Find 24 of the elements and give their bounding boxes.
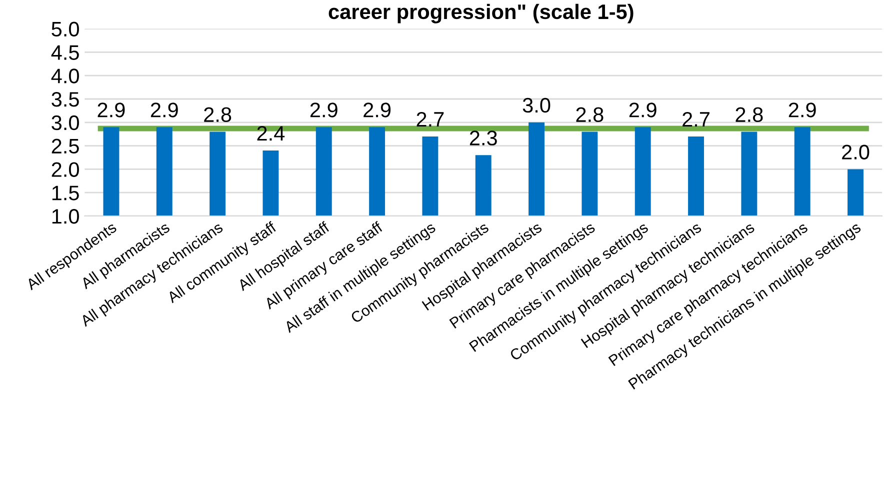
data-label: 3.0 [522, 98, 550, 113]
data-label: 2.9 [98, 102, 125, 118]
data-label: 2.9 [364, 102, 391, 118]
y-tick-label: 2.0 [52, 162, 79, 177]
y-tick-label: 1.0 [52, 209, 79, 224]
data-label: 2.9 [310, 102, 338, 118]
chart-title: career progression" (scale 1-5) [328, 4, 634, 24]
y-tick-label: 5.0 [52, 22, 79, 37]
y-tick-label: 1.5 [52, 186, 79, 200]
data-label: 2.9 [788, 102, 816, 118]
data-label: 2.8 [204, 107, 232, 122]
data-label: 2.3 [470, 130, 497, 146]
data-label: 2.8 [736, 107, 763, 122]
data-label: 2.9 [150, 102, 178, 118]
y-tick-label: 2.5 [52, 138, 79, 154]
y-tick-label: 3.5 [52, 92, 79, 107]
data-label: 2.8 [576, 107, 604, 122]
data-label: 2.9 [629, 102, 656, 118]
data-label: 2.0 [842, 144, 870, 160]
y-tick-label: 4.5 [51, 45, 79, 60]
y-tick-label: 4.0 [51, 68, 79, 84]
data-label: 2.7 [416, 112, 444, 126]
data-label: 2.7 [682, 112, 710, 126]
y-tick-label: 3.0 [52, 115, 79, 130]
